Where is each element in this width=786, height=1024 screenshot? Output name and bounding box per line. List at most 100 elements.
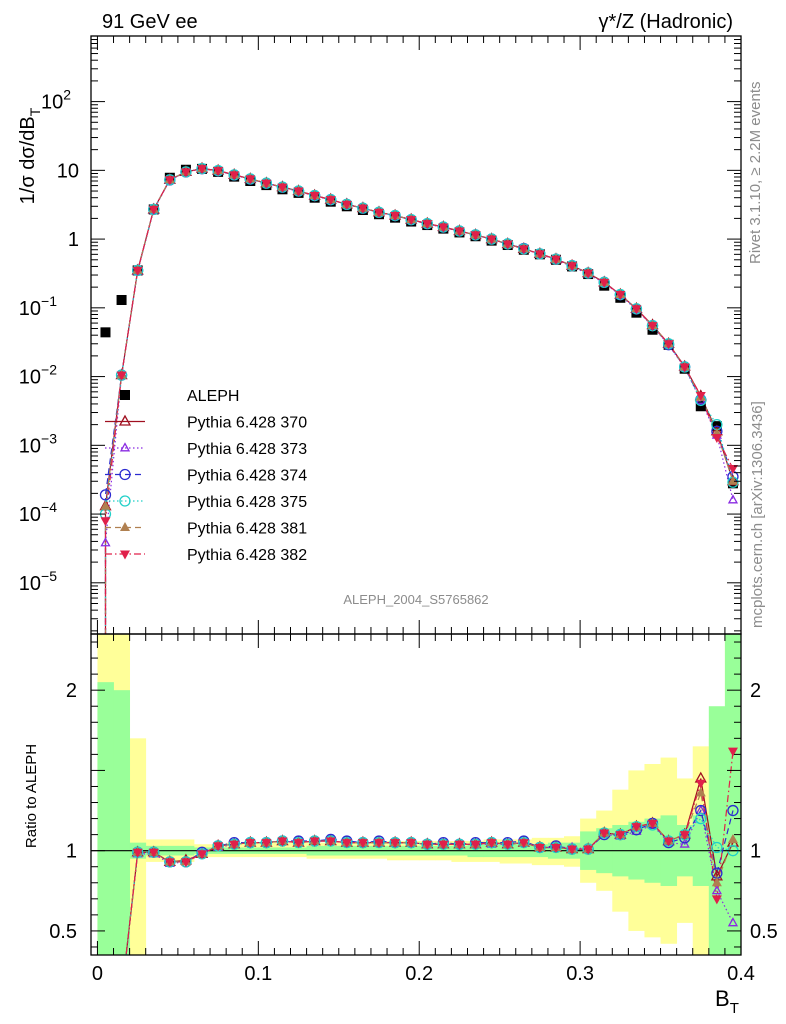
main-point <box>454 227 465 237</box>
main-point <box>116 294 127 305</box>
main-point <box>116 371 127 381</box>
main-point <box>309 192 320 202</box>
y-tick-label-base: 10 <box>19 573 41 595</box>
rivet-label: Rivet 3.1.10, ≥ 2.2M events <box>747 82 764 265</box>
legend-entry: Pythia 6.428 374 <box>105 468 307 485</box>
main-point <box>695 401 706 412</box>
main-point <box>534 250 545 260</box>
ratio-bands <box>91 634 741 955</box>
ratio-point <box>727 747 738 757</box>
legend-label: Pythia 6.428 375 <box>187 494 307 511</box>
ratio-series-line <box>125 751 734 955</box>
ratio-y-tick-label-right: 0.5 <box>750 921 778 943</box>
ratio-point <box>727 917 739 927</box>
ratio-lines <box>125 751 734 955</box>
y-tick-label-base: 1 <box>68 229 79 251</box>
main-series-line <box>104 167 734 634</box>
ratio-point <box>454 840 465 850</box>
y-tick-label-base: 10 <box>57 160 79 182</box>
ratio-point <box>309 837 320 847</box>
legend-label: Pythia 6.428 374 <box>187 468 307 485</box>
ratio-y-tick-label-right: 2 <box>750 680 761 702</box>
ratio-point <box>390 839 401 849</box>
main-point <box>631 305 642 315</box>
main-point <box>197 165 208 175</box>
main-point <box>567 262 578 272</box>
ratio-point <box>679 838 690 848</box>
y-tick-label: 10−4 <box>19 499 57 526</box>
main-point <box>99 489 112 501</box>
svg-text:1/σ dσ/dBT: 1/σ dσ/dBT <box>17 107 43 204</box>
ratio-point <box>277 837 288 847</box>
main-point <box>615 291 626 301</box>
main-point <box>422 220 433 230</box>
ratio-frame <box>90 633 742 956</box>
x-tick-label: 0.3 <box>566 963 594 985</box>
ratio-point <box>148 848 159 858</box>
stat-band-bin <box>724 634 741 955</box>
main-point <box>100 327 111 338</box>
y-tick-label: 102 <box>41 87 71 114</box>
legend-label: Pythia 6.428 373 <box>187 441 307 458</box>
ratio-point <box>213 842 224 852</box>
y-tick-label: 10−1 <box>19 293 57 320</box>
main-point <box>132 266 143 276</box>
ratio-point <box>486 839 497 849</box>
ratio-point <box>422 840 433 850</box>
legend-marker <box>120 550 130 560</box>
legend-label: Pythia 6.428 370 <box>187 415 307 432</box>
ratio-point <box>518 839 529 849</box>
y-tick-label: 10−3 <box>19 430 57 457</box>
ratio-point <box>599 829 610 839</box>
ratio-point <box>470 840 481 850</box>
total-band <box>97 634 741 955</box>
ratio-point <box>695 787 706 797</box>
y-tick-label-base: 10 <box>19 435 41 457</box>
ratio-y-tick-label-right: 1 <box>750 841 761 863</box>
ratio-point <box>711 885 722 895</box>
main-point <box>470 231 481 241</box>
x-tick-label: 0.4 <box>727 963 755 985</box>
main-point <box>180 168 191 178</box>
analysis-label: ALEPH_2004_S5765862 <box>343 592 488 607</box>
y-tick-label-exp: 2 <box>63 87 71 103</box>
ratio-point <box>229 840 240 850</box>
main-point <box>164 176 175 186</box>
main-point <box>486 235 497 245</box>
legend-entry: Pythia 6.428 381 <box>105 521 307 538</box>
ratio-point <box>341 839 352 849</box>
y-tick-label: 10−5 <box>19 568 57 595</box>
legend-entry: Pythia 6.428 375 <box>105 494 307 511</box>
main-point <box>518 245 529 255</box>
header-right: γ*/Z (Hadronic) <box>599 11 733 33</box>
main-point <box>100 537 111 547</box>
main-series-line <box>104 167 734 634</box>
ratio-point <box>406 839 417 849</box>
main-point <box>711 433 722 443</box>
main-point <box>357 204 368 214</box>
main-point <box>647 322 658 332</box>
y-tick-label-exp: −5 <box>41 568 57 584</box>
main-point <box>550 255 561 265</box>
main-point <box>727 494 739 504</box>
main-point <box>390 212 401 222</box>
main-point <box>341 200 352 210</box>
main-point <box>373 208 384 218</box>
ratio-point <box>695 804 707 817</box>
ratio-point <box>679 831 690 841</box>
main-point <box>277 183 288 193</box>
legend-label: ALEPH <box>187 388 239 405</box>
ratio-point <box>583 845 594 855</box>
main-point <box>293 187 304 197</box>
y-tick-label: 10−2 <box>19 362 57 389</box>
main-frame <box>90 35 742 635</box>
ratio-point <box>438 840 449 850</box>
y-axis-label-ratio: Ratio to ALEPH <box>23 744 40 848</box>
y-tick-label-base: 10 <box>19 504 41 526</box>
ratio-y-tick-label-left: 0.5 <box>49 921 77 943</box>
ratio-point <box>711 895 722 905</box>
ratio-point <box>615 831 626 841</box>
mcplots-label: mcplots.cern.ch [arXiv:1306.3436] <box>749 401 766 628</box>
y-tick-label-exp: −2 <box>41 362 57 378</box>
x-axis-label: BT <box>715 986 739 1017</box>
